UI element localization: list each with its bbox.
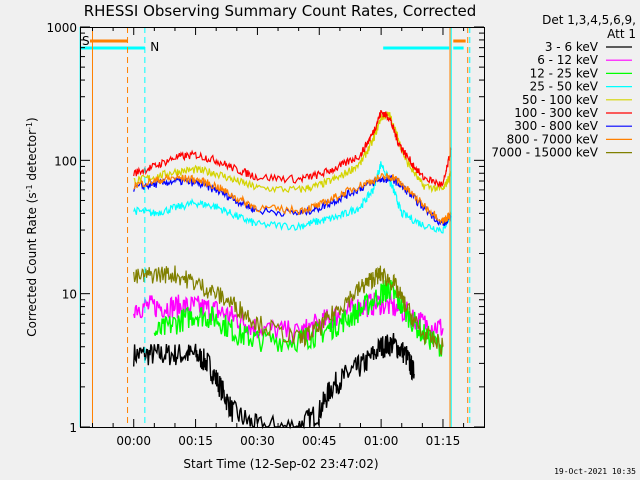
generated-timestamp: 19-Oct-2021 10:35	[554, 467, 636, 476]
y-axis-label-sup: -1	[25, 184, 34, 192]
y-tick-label: 1000	[46, 21, 77, 35]
x-tick-label: 00:00	[116, 434, 151, 448]
y-tick-label: 1	[69, 421, 77, 435]
chart-title: RHESSI Observing Summary Count Rates, Co…	[84, 2, 477, 20]
legend-label-1: 3 - 6 keV	[545, 40, 599, 54]
legend-label-4: 25 - 50 keV	[530, 80, 599, 94]
x-tick-label: 00:45	[302, 434, 337, 448]
legend-header-line2: Att 1	[607, 27, 636, 41]
x-tick-label: 00:30	[240, 434, 275, 448]
y-axis-label-part: Corrected Count Rate (s	[25, 192, 39, 336]
y-tick-label: 10	[62, 288, 77, 302]
legend-header-line1: Det 1,3,4,5,6,9,	[542, 13, 636, 27]
legend-label-3: 12 - 25 keV	[530, 66, 599, 80]
y-axis-label-part: )	[25, 117, 39, 122]
x-tick-label: 00:15	[178, 434, 213, 448]
x-ticks: 00:00 00:15 00:30 00:45 01:00 01:15	[91, 27, 465, 448]
y-ticks: 1 10 100 1000	[46, 21, 484, 435]
legend-label-7: 300 - 800 keV	[514, 119, 598, 133]
legend-label-8: 800 - 7000 keV	[507, 132, 599, 146]
x-tick-label: 01:15	[426, 434, 461, 448]
series-line-1	[133, 332, 415, 430]
x-tick-label: 01:00	[364, 434, 399, 448]
series-line-5	[133, 111, 452, 194]
legend-label-2: 6 - 12 keV	[537, 53, 599, 67]
night-marker-label: N	[150, 40, 159, 54]
series-line-9	[133, 265, 444, 355]
series-line-6	[133, 109, 452, 188]
legend-label-9: 7000 - 15000 keV	[491, 146, 598, 160]
series-layer	[133, 109, 452, 430]
legend-label-6: 100 - 300 keV	[514, 106, 598, 120]
series-line-2	[133, 292, 444, 346]
y-axis-label: Corrected Count Rate (s-1 detector-1)	[25, 117, 39, 336]
series-line-7	[133, 174, 452, 227]
x-axis-label: Start Time (12-Sep-02 23:47:02)	[183, 457, 378, 471]
y-tick-label: 100	[54, 154, 77, 168]
y-axis-label-part: detector	[25, 130, 39, 185]
series-line-4	[133, 161, 452, 234]
y-axis-label-sup: -1	[25, 122, 34, 130]
saa-marker-label: S	[82, 34, 90, 48]
plot-frame	[80, 27, 485, 428]
legend-label-5: 50 - 100 keV	[522, 93, 599, 107]
series-line-8	[133, 172, 452, 225]
